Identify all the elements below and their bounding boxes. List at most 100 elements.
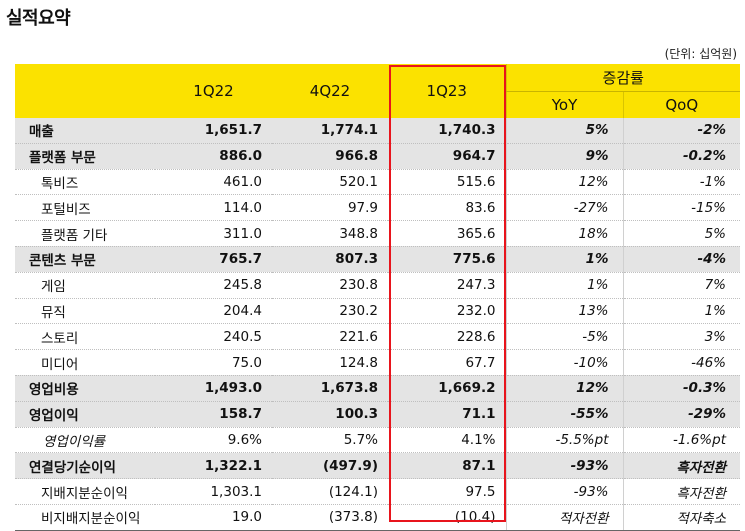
value-1q22: 1,322.1 bbox=[155, 452, 272, 480]
value-qoq: 흑자전환 bbox=[622, 452, 740, 480]
table-row: 영업이익률 9.6% 5.7% 4.1% -5.5%pt -1.6%pt bbox=[15, 427, 740, 454]
unit-label: (단위: 십억원) bbox=[664, 47, 737, 61]
value-1q23: 67.7 bbox=[388, 349, 506, 376]
value-1q23: 1,740.3 bbox=[388, 118, 506, 144]
value-1q22: 461.0 bbox=[155, 169, 272, 196]
table-row: 스토리 240.5 221.6 228.6 -5% 3% bbox=[15, 323, 740, 351]
table-row: 비지배지분순이익 19.0 (373.8) (10.4) 적자전환 적자축소 bbox=[15, 504, 740, 531]
value-qoq: -1% bbox=[622, 169, 740, 196]
table-row: 영업이익 158.7 100.3 71.1 -55% -29% bbox=[15, 401, 740, 428]
value-4q22: 520.1 bbox=[272, 169, 388, 196]
table-row: 플랫폼 부문 886.0 966.8 964.7 9% -0.2% bbox=[15, 143, 740, 170]
page-title: 실적요약 bbox=[6, 8, 71, 29]
value-yoy: 18% bbox=[505, 220, 623, 247]
value-yoy: 1% bbox=[505, 272, 623, 299]
value-1q23: 1,669.2 bbox=[388, 375, 506, 402]
value-1q22: 240.5 bbox=[155, 323, 272, 351]
row-label: 매출 bbox=[15, 118, 155, 144]
value-yoy: 5% bbox=[505, 118, 623, 144]
value-4q22: 966.8 bbox=[272, 143, 388, 170]
value-yoy: -55% bbox=[505, 401, 623, 428]
table-row: 콘텐츠 부문 765.7 807.3 775.6 1% -4% bbox=[15, 246, 740, 273]
row-label: 영업이익 bbox=[15, 401, 155, 428]
value-4q22: 124.8 bbox=[272, 349, 388, 376]
table-row: 연결당기순이익 1,322.1 (497.9) 87.1 -93% 흑자전환 bbox=[15, 452, 740, 480]
value-1q22: 1,651.7 bbox=[155, 118, 272, 144]
value-4q22: (497.9) bbox=[272, 452, 388, 480]
value-1q23: 365.6 bbox=[388, 220, 506, 247]
row-label: 비지배지분순이익 bbox=[15, 504, 155, 531]
header-yoy: YoY bbox=[505, 91, 623, 118]
value-1q23: 232.0 bbox=[388, 298, 506, 325]
value-yoy: 12% bbox=[505, 169, 623, 196]
value-1q23: 247.3 bbox=[388, 272, 506, 299]
value-1q22: 311.0 bbox=[155, 220, 272, 247]
value-yoy: 12% bbox=[505, 375, 623, 402]
value-4q22: (124.1) bbox=[272, 478, 388, 505]
value-yoy: 9% bbox=[505, 143, 623, 170]
value-1q22: 9.6% bbox=[155, 427, 272, 454]
row-label: 톡비즈 bbox=[15, 169, 155, 196]
value-qoq: 3% bbox=[622, 323, 740, 351]
value-yoy: 적자전환 bbox=[505, 504, 623, 531]
value-1q22: 1,303.1 bbox=[155, 478, 272, 505]
value-4q22: 97.9 bbox=[272, 194, 388, 222]
value-1q22: 765.7 bbox=[155, 246, 272, 273]
value-1q22: 19.0 bbox=[155, 504, 272, 531]
row-label: 포털비즈 bbox=[15, 194, 155, 222]
value-1q22: 886.0 bbox=[155, 143, 272, 170]
value-qoq: -29% bbox=[622, 401, 740, 428]
row-label: 콘텐츠 부문 bbox=[15, 246, 155, 273]
earnings-summary-table: 1Q22 4Q22 1Q23 증감률 YoY QoQ 매출 1,651.7 1,… bbox=[15, 64, 740, 531]
row-label: 플랫폼 기타 bbox=[15, 220, 155, 247]
value-4q22: 230.2 bbox=[272, 298, 388, 325]
value-qoq: -0.2% bbox=[622, 143, 740, 170]
value-yoy: -93% bbox=[505, 452, 623, 480]
table-row: 톡비즈 461.0 520.1 515.6 12% -1% bbox=[15, 169, 740, 196]
value-1q23: 228.6 bbox=[388, 323, 506, 351]
value-1q22: 204.4 bbox=[155, 298, 272, 325]
value-qoq: -15% bbox=[622, 194, 740, 222]
value-qoq: -4% bbox=[622, 246, 740, 273]
table-row: 게임 245.8 230.8 247.3 1% 7% bbox=[15, 272, 740, 299]
header-label-col bbox=[15, 64, 155, 118]
value-4q22: 230.8 bbox=[272, 272, 388, 299]
value-qoq: -2% bbox=[622, 118, 740, 144]
value-1q23: 4.1% bbox=[388, 427, 506, 454]
value-1q23: 83.6 bbox=[388, 194, 506, 222]
row-label: 플랫폼 부문 bbox=[15, 143, 155, 170]
value-1q22: 114.0 bbox=[155, 194, 272, 222]
table-row: 플랫폼 기타 311.0 348.8 365.6 18% 5% bbox=[15, 220, 740, 247]
value-1q22: 75.0 bbox=[155, 349, 272, 376]
table-row: 뮤직 204.4 230.2 232.0 13% 1% bbox=[15, 298, 740, 325]
row-label: 영업비용 bbox=[15, 375, 155, 402]
value-yoy: 1% bbox=[505, 246, 623, 273]
value-1q23: 97.5 bbox=[388, 478, 506, 505]
header-1q22: 1Q22 bbox=[155, 64, 272, 118]
value-qoq: 흑자전환 bbox=[622, 478, 740, 505]
value-1q23: 775.6 bbox=[388, 246, 506, 273]
value-1q23: 87.1 bbox=[388, 452, 506, 480]
value-4q22: 807.3 bbox=[272, 246, 388, 273]
table-row: 지배지분순이익 1,303.1 (124.1) 97.5 -93% 흑자전환 bbox=[15, 478, 740, 505]
row-label: 지배지분순이익 bbox=[15, 478, 155, 505]
value-qoq: -1.6%pt bbox=[622, 427, 740, 454]
value-1q22: 245.8 bbox=[155, 272, 272, 299]
value-yoy: -27% bbox=[505, 194, 623, 222]
value-qoq: 적자축소 bbox=[622, 504, 740, 531]
value-1q22: 1,493.0 bbox=[155, 375, 272, 402]
table-row: 영업비용 1,493.0 1,673.8 1,669.2 12% -0.3% bbox=[15, 375, 740, 402]
value-4q22: 221.6 bbox=[272, 323, 388, 351]
value-1q23: (10.4) bbox=[388, 504, 506, 531]
header-change-rate: 증감률 bbox=[505, 64, 740, 92]
header-4q22: 4Q22 bbox=[272, 64, 388, 118]
value-4q22: 1,774.1 bbox=[272, 118, 388, 144]
value-yoy: -5.5%pt bbox=[505, 427, 623, 454]
value-4q22: 5.7% bbox=[272, 427, 388, 454]
header-qoq: QoQ bbox=[622, 91, 740, 118]
table-row: 미디어 75.0 124.8 67.7 -10% -46% bbox=[15, 349, 740, 376]
value-qoq: 1% bbox=[622, 298, 740, 325]
value-qoq: -46% bbox=[622, 349, 740, 376]
value-qoq: -0.3% bbox=[622, 375, 740, 402]
header-1q23: 1Q23 bbox=[388, 64, 506, 118]
